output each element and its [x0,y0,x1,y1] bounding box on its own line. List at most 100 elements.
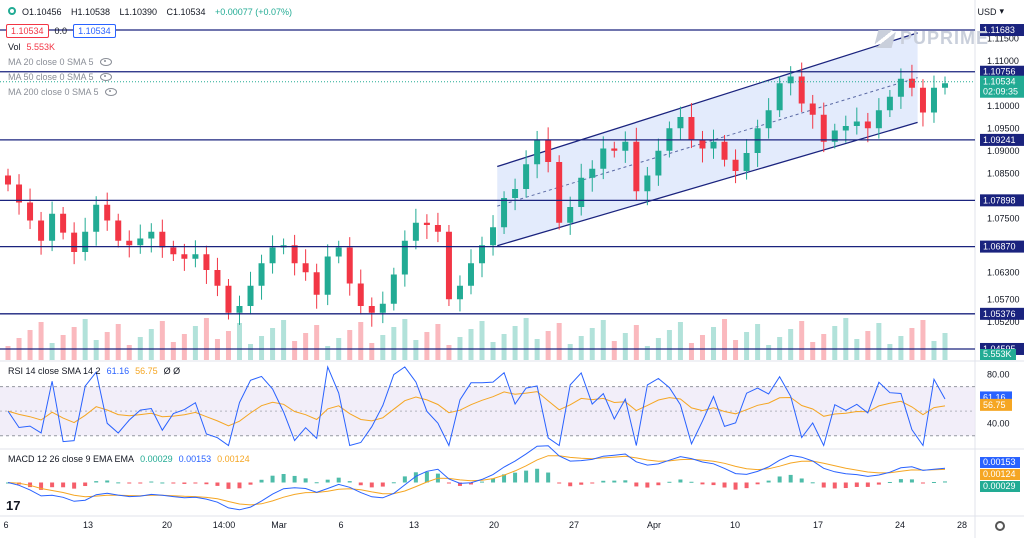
ma20-legend[interactable]: MA 20 close 0 SMA 5 [8,57,112,67]
macd-histogram-bar [943,481,947,483]
candle-body [942,83,948,88]
price-tick-label: 1.08500 [987,168,1020,178]
macd-histogram-bar [380,482,385,487]
macd-hist-badge [980,481,1020,492]
eye-hidden-icon[interactable] [99,58,112,66]
macd-histogram-bar [226,482,231,489]
macd-histogram-bar [722,482,727,488]
candle-body [776,83,783,111]
ma50-legend[interactable]: MA 50 close 0 SMA 5 [8,72,112,82]
tradingview-logo-icon[interactable]: 17 [6,498,21,513]
candle-body [379,303,386,313]
macd-histogram-bar [689,481,694,483]
macd-histogram-bar [623,480,628,483]
currency-selector[interactable]: USD ▾ [977,6,1004,17]
candle-body [247,285,254,306]
macd-histogram-bar [259,479,264,483]
volume-bar [611,341,617,360]
macd-legend[interactable]: MACD 12 26 close 9 EMA EMA 0.00029 0.001… [8,454,250,464]
sell-button[interactable]: 1.10534 [6,24,49,38]
macd-histogram-bar [865,482,870,487]
volume-bar [589,328,595,360]
volume-bar [832,326,838,360]
macd-line [7,445,946,511]
volume-bar [391,327,397,360]
rsi-legend[interactable]: RSI 14 close SMA 14 2 61.16 56.75 Ø Ø [8,366,180,376]
candle-body [556,162,563,223]
price-level-label: 1.09241 [983,135,1016,145]
candle-body [27,202,34,221]
eye-hidden-icon[interactable] [99,73,112,81]
macd-histogram-bar [61,482,66,488]
low-value: L1.10390 [119,7,158,17]
macd-histogram-bar [182,482,187,484]
macd-signal-value: 0.00124 [217,454,250,464]
rsi-line [7,365,946,447]
macd-histogram-bar [832,482,837,489]
volume-bar [633,325,639,360]
candle-body [864,121,871,129]
volume-bar [887,344,893,360]
macd-histogram-bar [215,482,220,486]
candle-body [600,148,607,169]
macd-histogram-bar [480,481,485,483]
ma200-legend[interactable]: MA 200 close 0 SMA 5 [8,87,117,97]
macd-histogram-bar [391,482,396,484]
eye-hidden-icon[interactable] [104,88,117,96]
macd-histogram-bar [634,482,639,487]
chevron-down-icon: ▾ [999,6,1004,16]
volume-bar [27,330,33,360]
close-value: C1.10534 [166,7,206,17]
candle-body [710,141,717,149]
volume-bar [170,342,176,360]
candle-body [181,254,188,259]
candle-body [302,263,309,273]
x-tick-label: 13 [83,520,93,530]
macd-histogram-bar [755,482,760,485]
macd-histogram-bar [656,482,661,486]
macd-histogram-bar [766,480,771,483]
candle-body [842,126,849,131]
macd-line-label: 0.00153 [983,457,1016,467]
buy-button[interactable]: 1.10534 [73,24,116,38]
macd-histogram-bar [369,482,374,488]
candle-body [115,220,122,241]
macd-histogram-bar [876,482,881,485]
price-tick-label: 1.07500 [987,213,1020,223]
macd-histogram-bar [424,471,429,483]
candle-body [82,231,89,252]
macd-histogram-bar [292,475,297,483]
candle-body [875,110,882,129]
macd-histogram-bar [468,482,473,485]
candle-body [743,153,750,171]
volume-bar [159,321,165,360]
rsi-value-label: 61.16 [983,392,1006,402]
x-tick-label: 17 [813,520,823,530]
candle-body [214,270,221,286]
volume-bar [270,328,276,360]
volume-bar [413,340,419,360]
macd-histogram-bar [83,482,88,487]
current-price-label: 1.10534 [983,77,1016,87]
price-level-badge [980,307,1024,320]
macd-histogram-bar [568,482,573,487]
price-level-badge [980,240,1024,253]
gear-icon[interactable] [995,521,1005,531]
candle-body [225,285,232,313]
volume-label: Vol [8,42,21,52]
volume-bar [600,320,606,360]
macd-histogram-bar [28,482,33,488]
volume-bar [82,319,88,360]
macd-histogram-bar [491,478,496,483]
volume-bar [126,345,132,360]
macd-histogram-bar [105,480,110,483]
ma50-label: MA 50 close 0 SMA 5 [8,72,94,82]
price-level-label: 1.05376 [983,309,1016,319]
volume-bar [766,345,772,360]
volume-bar [545,331,551,360]
candle-body [170,247,177,255]
candle-body [523,164,530,189]
macd-histogram-bar [645,482,650,488]
volume-bar [148,329,154,360]
